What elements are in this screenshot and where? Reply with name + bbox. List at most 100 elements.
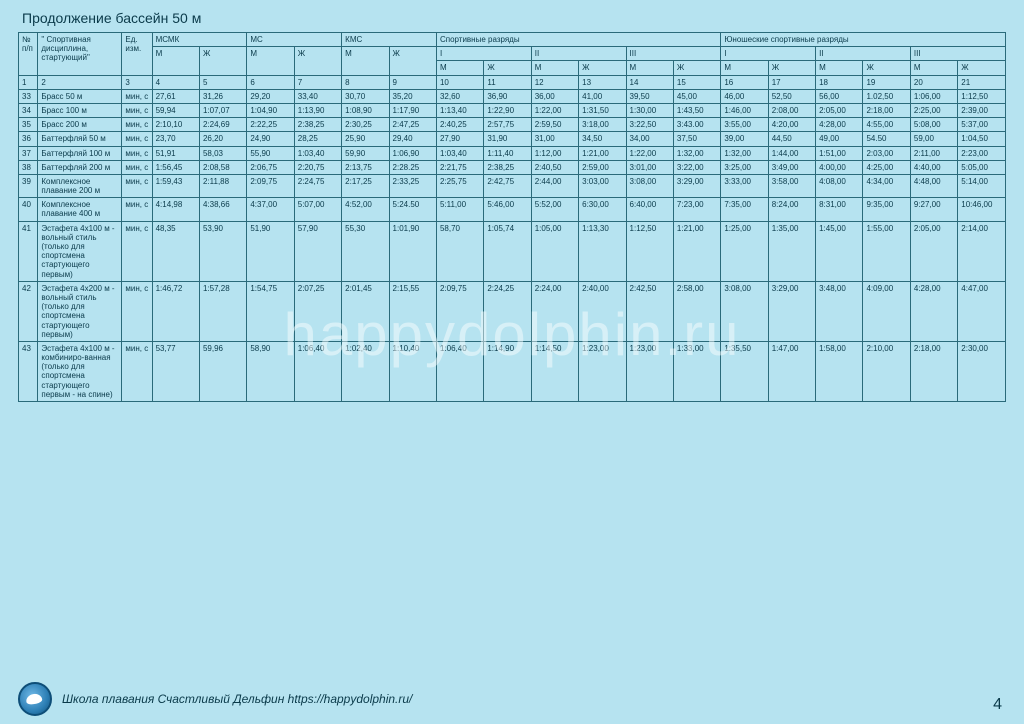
row-value: 1:59,43 xyxy=(152,174,199,197)
col-index: 9 xyxy=(389,75,436,89)
col-index: 7 xyxy=(294,75,341,89)
row-value: 1:06,00 xyxy=(910,89,957,103)
row-value: 6:30,00 xyxy=(579,198,626,221)
row-num: 35 xyxy=(19,118,38,132)
row-value: 4:48,00 xyxy=(910,174,957,197)
row-value: 1:45,00 xyxy=(816,221,863,281)
row-value: 58,70 xyxy=(436,221,483,281)
row-value: 2:44,00 xyxy=(531,174,578,197)
row-value: 5:07,00 xyxy=(294,198,341,221)
row-value: 8:24,00 xyxy=(768,198,815,221)
row-value: 9:27,00 xyxy=(910,198,957,221)
row-discipline: Комплексное плавание 400 м xyxy=(38,198,122,221)
row-value: 31,26 xyxy=(199,89,246,103)
row-unit: мин, с xyxy=(122,174,152,197)
row-value: 37,50 xyxy=(673,132,720,146)
row-value: 25,90 xyxy=(342,132,389,146)
row-discipline: Эстафета 4х200 м - вольный стиль (только… xyxy=(38,281,122,341)
col-index: 14 xyxy=(626,75,673,89)
row-value: 58,03 xyxy=(199,146,246,160)
footer-text: Школа плавания Счастливый Дельфин https:… xyxy=(62,692,412,706)
row-num: 42 xyxy=(19,281,38,341)
row-value: 2:05,00 xyxy=(816,103,863,117)
row-value: 2:18,00 xyxy=(863,103,910,117)
row-value: 1:33,00 xyxy=(673,341,720,401)
standards-table: № п/п" Спортивная дисциплина, стартующий… xyxy=(18,32,1006,402)
row-value: 1:46,72 xyxy=(152,281,199,341)
row-value: 56,00 xyxy=(816,89,863,103)
row-value: 27,90 xyxy=(436,132,483,146)
row-value: 1:14,50 xyxy=(531,341,578,401)
row-unit: мин, с xyxy=(122,118,152,132)
row-value: 5:52,00 xyxy=(531,198,578,221)
row-value: 39,50 xyxy=(626,89,673,103)
col-index: 2 xyxy=(38,75,122,89)
row-value: 2:24,25 xyxy=(484,281,531,341)
col-index: 18 xyxy=(816,75,863,89)
row-value: 2:10,00 xyxy=(863,341,910,401)
col-index: 20 xyxy=(910,75,957,89)
row-value: 3:55,00 xyxy=(721,118,768,132)
row-value: 33,40 xyxy=(294,89,341,103)
row-value: 31,00 xyxy=(531,132,578,146)
row-value: 2:01,45 xyxy=(342,281,389,341)
row-value: 4:28,00 xyxy=(816,118,863,132)
table-header: III xyxy=(626,47,721,61)
row-value: 55,90 xyxy=(247,146,294,160)
row-value: 59,00 xyxy=(910,132,957,146)
row-value: 5:37,00 xyxy=(958,118,1006,132)
row-unit: мин, с xyxy=(122,281,152,341)
row-value: 1:13,30 xyxy=(579,221,626,281)
row-value: 5:11,00 xyxy=(436,198,483,221)
row-value: 31,90 xyxy=(484,132,531,146)
row-value: 4:14,98 xyxy=(152,198,199,221)
col-index: 15 xyxy=(673,75,720,89)
table-header: МСМК xyxy=(152,33,247,47)
row-value: 2:30,25 xyxy=(342,118,389,132)
row-value: 4:08,00 xyxy=(816,174,863,197)
row-num: 41 xyxy=(19,221,38,281)
row-value: 2:24,69 xyxy=(199,118,246,132)
row-value: 1:12,50 xyxy=(958,89,1006,103)
row-value: 2:10,10 xyxy=(152,118,199,132)
row-value: 3:25,00 xyxy=(721,160,768,174)
row-value: 2:58,00 xyxy=(673,281,720,341)
col-index: 11 xyxy=(484,75,531,89)
row-value: 1:02,40 xyxy=(342,341,389,401)
table-header: Ж xyxy=(199,47,246,75)
row-value: 2:42,50 xyxy=(626,281,673,341)
row-value: 3:49,00 xyxy=(768,160,815,174)
row-value: 57,90 xyxy=(294,221,341,281)
row-value: 8:31,00 xyxy=(816,198,863,221)
row-value: 1:23,00 xyxy=(626,341,673,401)
row-value: 3:18,00 xyxy=(579,118,626,132)
row-discipline: Брасс 100 м xyxy=(38,103,122,117)
row-value: 1:04,50 xyxy=(958,132,1006,146)
page-number: 4 xyxy=(993,696,1002,714)
row-value: 36,90 xyxy=(484,89,531,103)
table-header: М xyxy=(531,61,578,75)
row-value: 2:03,00 xyxy=(863,146,910,160)
row-value: 58,90 xyxy=(247,341,294,401)
table-row: 33Брасс 50 ммин, с27,6131,2629,2033,4030… xyxy=(19,89,1006,103)
row-num: 39 xyxy=(19,174,38,197)
row-value: 1:22,00 xyxy=(626,146,673,160)
row-value: 34,00 xyxy=(626,132,673,146)
col-index: 13 xyxy=(579,75,626,89)
row-value: 1:47,00 xyxy=(768,341,815,401)
table-header: М xyxy=(247,47,294,75)
row-value: 1:06,40 xyxy=(436,341,483,401)
row-unit: мин, с xyxy=(122,341,152,401)
row-num: 33 xyxy=(19,89,38,103)
row-unit: мин, с xyxy=(122,146,152,160)
col-index: 16 xyxy=(721,75,768,89)
table-header: III xyxy=(910,47,1005,61)
row-unit: мин, с xyxy=(122,89,152,103)
col-index: 10 xyxy=(436,75,483,89)
row-value: 3:29,00 xyxy=(768,281,815,341)
table-header: Ед. изм. xyxy=(122,33,152,76)
row-value: 2:59,00 xyxy=(579,160,626,174)
row-value: 2:18,00 xyxy=(910,341,957,401)
table-header: Юношеские спортивные разряды xyxy=(721,33,1006,47)
row-value: 7:35,00 xyxy=(721,198,768,221)
